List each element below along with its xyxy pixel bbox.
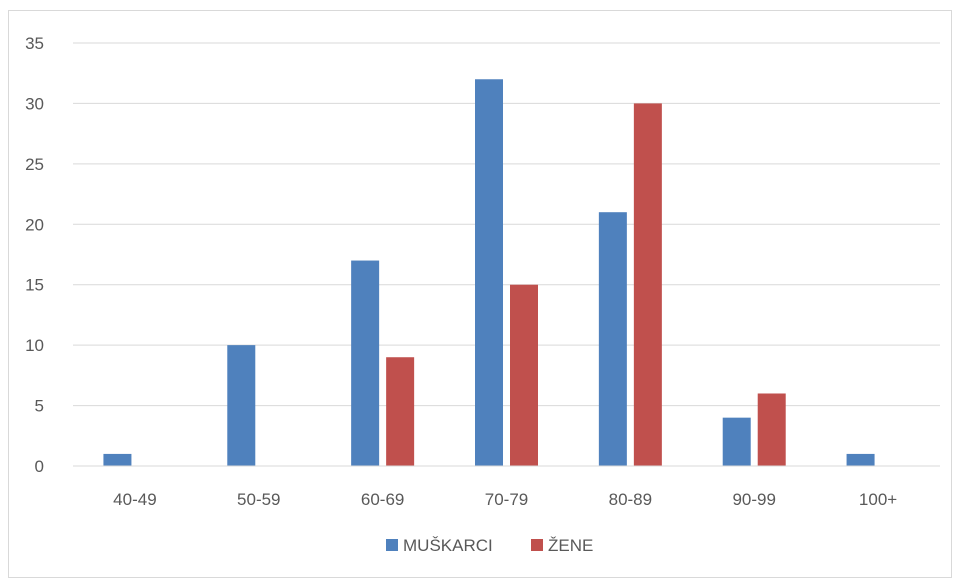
- legend-label-muskarci: MUŠKARCI: [403, 536, 493, 555]
- bar-muskarci-70-79: [475, 79, 503, 466]
- y-tick-label: 35: [25, 34, 44, 53]
- y-tick-label: 5: [35, 397, 44, 416]
- legend-label-zene: ŽENE: [548, 536, 593, 555]
- bar-muskarci-50-59: [227, 345, 256, 466]
- y-tick-label: 30: [25, 94, 44, 113]
- y-tick-label: 10: [25, 336, 44, 355]
- bar-muskarci-90-99: [722, 417, 751, 466]
- y-tick-label: 0: [35, 457, 44, 476]
- x-axis-ticks: 40-49 50-59 60-69 70-79 80-89 90-99 100+: [113, 490, 897, 509]
- y-tick-label: 15: [25, 276, 44, 295]
- x-tick-label: 100+: [859, 490, 897, 509]
- bar-zene-80-89: [633, 103, 662, 466]
- x-tick-label: 70-79: [485, 490, 528, 509]
- x-tick-label: 60-69: [361, 490, 404, 509]
- bars: [103, 79, 875, 466]
- x-tick-label: 40-49: [113, 490, 156, 509]
- x-tick-label: 80-89: [609, 490, 652, 509]
- y-axis-ticks: 0 5 10 15 20 25 30 35: [25, 34, 44, 476]
- legend: MUŠKARCI ŽENE: [386, 536, 593, 555]
- legend-swatch-zene: [531, 539, 543, 551]
- y-tick-label: 20: [25, 215, 44, 234]
- x-tick-label: 90-99: [732, 490, 775, 509]
- x-tick-label: 50-59: [237, 490, 280, 509]
- y-tick-label: 25: [25, 155, 44, 174]
- bar-zene-60-69: [386, 357, 415, 466]
- gridlines: [73, 42, 940, 407]
- legend-swatch-muskarci: [386, 539, 398, 551]
- bar-muskarci-100+: [846, 453, 875, 466]
- bar-muskarci-60-69: [351, 260, 380, 466]
- bar-muskarci-40-49: [103, 453, 132, 466]
- bar-muskarci-80-89: [598, 212, 627, 466]
- bar-zene-90-99: [757, 393, 786, 466]
- bar-zene-70-79: [510, 284, 538, 466]
